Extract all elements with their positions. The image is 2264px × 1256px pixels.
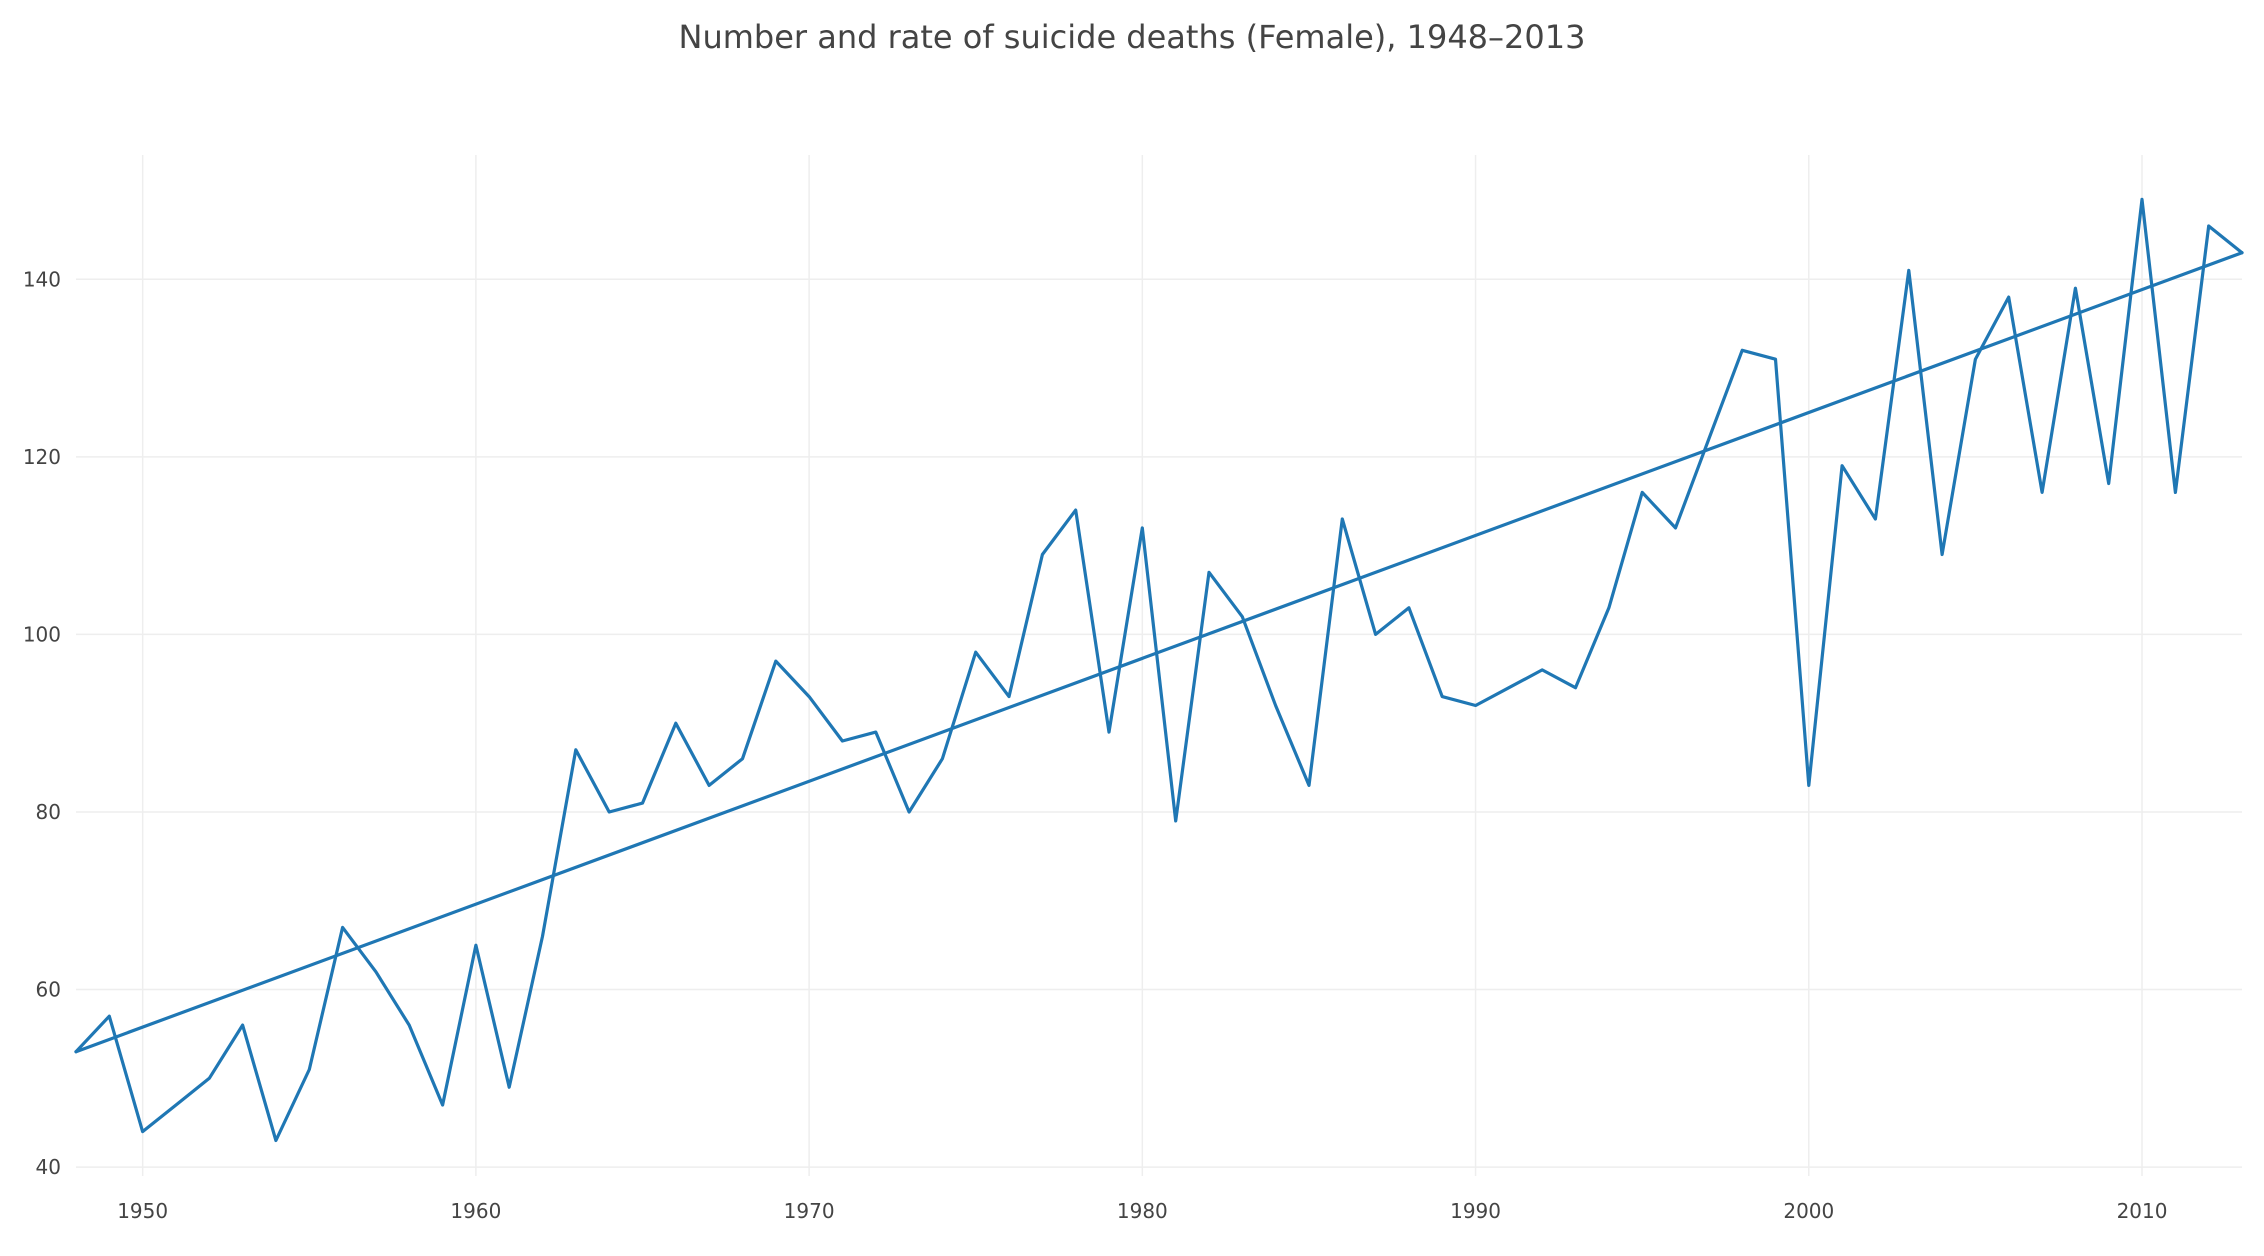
x-tick-label: 1990 [1450, 1199, 1501, 1223]
y-tick-label: 60 [36, 978, 61, 1002]
x-gridlines [141, 155, 2143, 1176]
x-tick-label: 2000 [1783, 1199, 1834, 1223]
x-tick-labels: 1950 1960 1970 1980 1990 2000 2010 [117, 1199, 2167, 1223]
x-tick-label: 1950 [117, 1199, 168, 1223]
y-tick-label: 80 [36, 800, 61, 824]
y-tick-label: 100 [23, 622, 61, 646]
x-tick-label: 1970 [784, 1199, 835, 1223]
y-tick-labels: 40 60 80 100 120 140 [23, 267, 61, 1179]
y-tick-label: 40 [36, 1155, 61, 1179]
y-tick-label: 140 [23, 267, 61, 291]
data-series-line [74, 197, 2244, 1143]
x-tick-label: 2010 [2117, 1199, 2168, 1223]
y-gridlines [76, 278, 2242, 1168]
series-lines [74, 197, 2244, 1143]
x-tick-label: 1980 [1117, 1199, 1168, 1223]
x-tick-label: 1960 [450, 1199, 501, 1223]
trend-line [74, 251, 2244, 1054]
y-tick-label: 120 [23, 445, 61, 469]
chart-title: Number and rate of suicide deaths (Femal… [678, 18, 1586, 56]
